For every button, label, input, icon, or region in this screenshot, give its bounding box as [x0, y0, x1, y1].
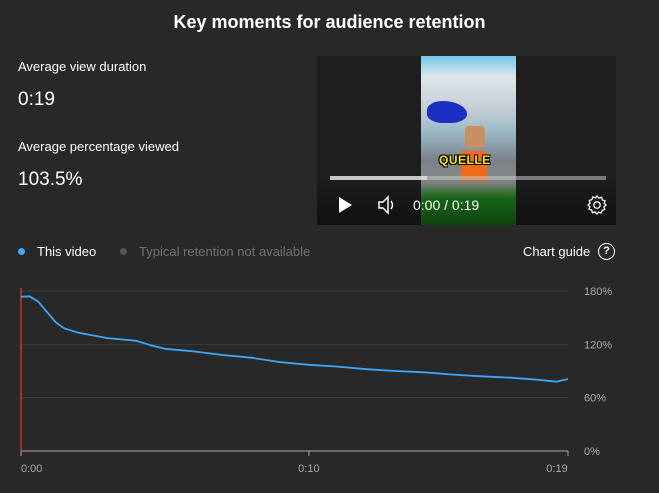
settings-gear-icon[interactable]	[586, 194, 608, 221]
video-progress-bar[interactable]	[330, 176, 606, 180]
x-tick-label: 0:00	[21, 463, 42, 475]
x-tick-label: 0:19	[546, 463, 567, 475]
x-tick-label: 0:10	[298, 463, 319, 475]
video-caption-overlay: QUELLE	[439, 153, 491, 167]
legend-typical-retention: Typical retention not available	[120, 244, 310, 259]
video-frame: QUELLE	[421, 56, 516, 225]
avg-view-duration-value: 0:19	[18, 89, 55, 110]
y-tick-label: 120%	[584, 339, 612, 351]
y-tick-label: 180%	[584, 286, 612, 298]
retention-line-this-video	[20, 295, 569, 383]
y-tick-label: 0%	[584, 446, 600, 458]
legend-dot	[18, 248, 25, 256]
page-title: Key moments for audience retention	[173, 12, 486, 32]
avg-percentage-viewed-value: 103.5%	[18, 169, 83, 190]
avg-view-duration-label: Average view duration	[18, 59, 147, 74]
legend-label: This video	[37, 244, 97, 259]
video-player[interactable]: QUELLE 0:00 / 0:19	[317, 56, 616, 225]
video-time-display: 0:00 / 0:19	[413, 197, 480, 213]
legend-dot	[120, 248, 127, 256]
legend-label: Typical retention not available	[139, 244, 311, 259]
play-icon[interactable]	[337, 196, 353, 219]
avg-percentage-viewed-label: Average percentage viewed	[18, 139, 179, 154]
volume-icon[interactable]	[377, 195, 399, 220]
legend-this-video[interactable]: This video	[18, 244, 96, 259]
chart-guide-link[interactable]: Chart guide	[523, 244, 591, 259]
y-tick-label: 60%	[584, 393, 606, 405]
help-circle-icon[interactable]: ?	[598, 243, 615, 260]
